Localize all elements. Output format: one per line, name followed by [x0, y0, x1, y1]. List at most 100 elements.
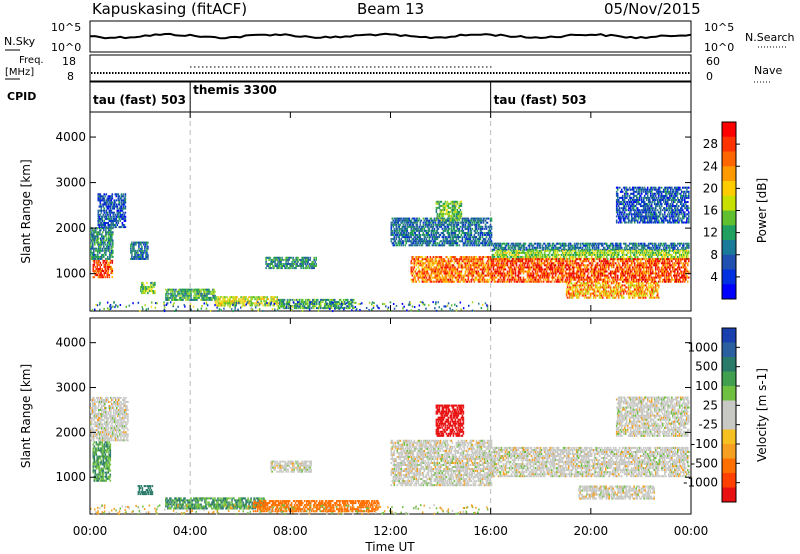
range-cell	[130, 247, 132, 250]
range-cell	[450, 232, 453, 234]
range-cell	[202, 296, 204, 299]
range-cell	[615, 242, 618, 245]
range-cell	[312, 263, 314, 265]
range-cell	[137, 251, 139, 254]
range-cell	[444, 225, 447, 228]
range-cell	[301, 260, 303, 263]
range-cell	[614, 244, 617, 247]
range-cell	[544, 244, 547, 247]
range-cell	[495, 276, 498, 279]
range-cell	[281, 301, 284, 303]
range-cell	[440, 219, 443, 222]
range-cell	[575, 253, 578, 256]
range-cell	[450, 260, 453, 263]
range-cell	[605, 242, 608, 245]
range-cell	[479, 232, 482, 234]
range-cell	[430, 278, 433, 281]
range-cell	[442, 278, 445, 281]
range-cell	[514, 268, 517, 271]
range-cell	[528, 244, 531, 247]
range-cell	[103, 237, 105, 240]
range-cell	[469, 268, 472, 271]
range-cell	[423, 272, 426, 275]
range-cell	[117, 199, 120, 202]
range-cell	[448, 221, 451, 224]
range-cell	[533, 262, 536, 265]
range-cell	[480, 225, 483, 228]
range-cell	[452, 268, 455, 271]
range-cell	[182, 298, 184, 301]
range-cell	[298, 303, 301, 305]
range-cell	[459, 258, 462, 261]
range-cell	[110, 272, 113, 275]
range-cell	[585, 249, 588, 252]
range-cell	[391, 242, 394, 245]
range-cell	[491, 278, 494, 281]
range-cell	[205, 296, 207, 299]
range-cell	[536, 272, 539, 275]
range-cell	[335, 307, 338, 310]
range-cell	[439, 217, 442, 220]
range-cell	[471, 268, 474, 271]
range-cell	[111, 237, 113, 240]
range-cell	[548, 249, 551, 252]
range-cell	[451, 234, 454, 236]
range-cell	[98, 205, 101, 208]
range-cell	[579, 244, 582, 247]
range-cell	[101, 235, 103, 238]
range-cell	[122, 215, 125, 218]
range-cell	[455, 225, 458, 228]
range-cell	[403, 221, 406, 224]
range-cell	[230, 300, 232, 303]
range-cell	[496, 270, 499, 273]
range-cell	[565, 248, 568, 251]
range-cell	[442, 232, 445, 234]
range-cell	[96, 274, 99, 277]
range-cell	[207, 290, 209, 293]
range-cell	[533, 246, 536, 249]
range-cell	[410, 260, 413, 263]
range-cell	[113, 211, 116, 214]
range-cell	[190, 298, 192, 301]
range-cell	[391, 223, 394, 226]
range-cell	[429, 264, 432, 267]
range-cell	[450, 242, 453, 245]
range-cell	[648, 242, 651, 245]
range-cell	[412, 280, 415, 283]
range-cell	[506, 251, 509, 254]
range-cell	[666, 248, 668, 251]
range-cell	[200, 298, 202, 301]
range-cell	[674, 257, 676, 260]
range-cell	[445, 209, 448, 211]
range-cell	[286, 265, 288, 267]
range-cell	[462, 278, 465, 281]
range-cell	[510, 270, 513, 273]
range-cell	[407, 219, 410, 222]
range-cell	[469, 238, 472, 241]
range-cell	[476, 221, 479, 224]
range-cell	[341, 301, 344, 303]
range-cell	[97, 227, 99, 230]
range-cell	[606, 257, 609, 260]
range-cell	[425, 234, 428, 236]
range-cell	[604, 253, 607, 256]
range-cell	[434, 262, 437, 265]
range-cell	[649, 257, 652, 260]
range-cell	[507, 274, 510, 277]
range-cell	[467, 272, 470, 275]
range-cell	[428, 244, 431, 247]
range-cell	[407, 240, 410, 243]
range-cell	[455, 242, 458, 245]
range-cell	[480, 232, 483, 234]
range-cell	[445, 268, 448, 271]
range-cell	[505, 255, 508, 258]
range-cell	[654, 244, 657, 247]
range-cell	[534, 272, 537, 275]
range-cell	[517, 260, 520, 263]
range-cell	[487, 225, 490, 228]
range-cell	[403, 234, 406, 236]
range-cell	[419, 227, 422, 230]
range-cell	[529, 242, 532, 245]
range-cell	[472, 219, 475, 222]
range-cell	[302, 260, 304, 263]
